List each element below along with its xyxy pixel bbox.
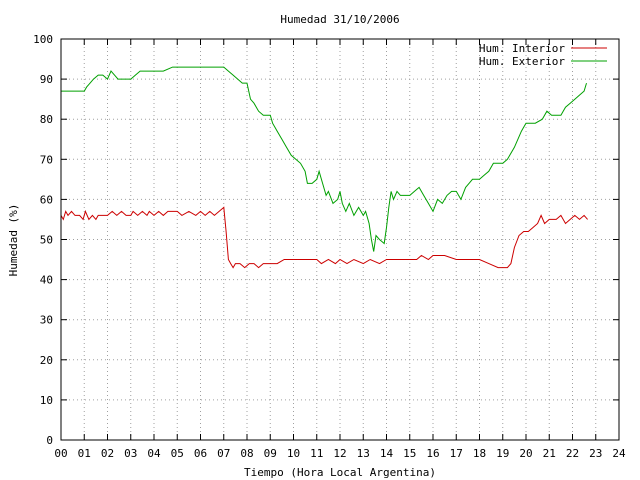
y-tick-label: 70 — [40, 153, 53, 166]
chart-title: Humedad 31/10/2006 — [280, 13, 399, 26]
y-tick-label: 50 — [40, 234, 53, 247]
x-tick-label: 04 — [147, 447, 161, 460]
y-tick-label: 90 — [40, 73, 53, 86]
y-tick-label: 80 — [40, 113, 53, 126]
y-tick-label: 100 — [33, 33, 53, 46]
x-tick-label: 23 — [589, 447, 602, 460]
x-tick-label: 24 — [612, 447, 626, 460]
y-tick-label: 0 — [46, 434, 53, 447]
x-tick-label: 13 — [357, 447, 370, 460]
grid-lines — [61, 39, 619, 440]
x-tick-label: 07 — [217, 447, 230, 460]
x-tick-label: 12 — [333, 447, 346, 460]
x-tick-label: 20 — [519, 447, 532, 460]
legend-label: Hum. Exterior — [479, 55, 565, 68]
x-tick-label: 15 — [403, 447, 416, 460]
y-tick-label: 20 — [40, 354, 53, 367]
x-tick-label: 10 — [287, 447, 300, 460]
y-tick-label: 40 — [40, 274, 53, 287]
y-axis-tick-labels: 0 10 20 30 40 50 60 70 80 90 100 — [33, 33, 53, 447]
y-tick-label: 10 — [40, 394, 53, 407]
x-tick-label: 22 — [566, 447, 579, 460]
x-tick-label: 19 — [496, 447, 509, 460]
series-line-interior — [60, 206, 588, 269]
series-line-exterior — [61, 66, 587, 252]
y-tick-label: 60 — [40, 193, 53, 206]
x-tick-label: 00 — [54, 447, 67, 460]
legend-label: Hum. Interior — [479, 42, 565, 55]
axis-ticks — [60, 38, 620, 441]
x-axis-label: Tiempo (Hora Local Argentina) — [244, 466, 436, 479]
x-tick-label: 18 — [473, 447, 486, 460]
x-tick-label: 06 — [194, 447, 207, 460]
x-tick-label: 08 — [240, 447, 253, 460]
x-tick-label: 16 — [426, 447, 439, 460]
y-tick-label: 30 — [40, 314, 53, 327]
x-tick-label: 11 — [310, 447, 323, 460]
x-tick-label: 03 — [124, 447, 137, 460]
x-axis-tick-labels: 00 01 02 03 04 05 06 07 08 09 10 11 12 13 14 15 16 17 18 19… — [54, 447, 626, 460]
x-tick-label: 01 — [78, 447, 91, 460]
x-tick-label: 21 — [543, 447, 556, 460]
series-lines — [60, 66, 588, 269]
x-tick-label: 17 — [450, 447, 463, 460]
x-tick-label: 05 — [171, 447, 184, 460]
x-tick-label: 09 — [264, 447, 277, 460]
y-axis-label: Humedad (%) — [7, 204, 20, 277]
x-tick-label: 02 — [101, 447, 114, 460]
x-tick-label: 14 — [380, 447, 394, 460]
